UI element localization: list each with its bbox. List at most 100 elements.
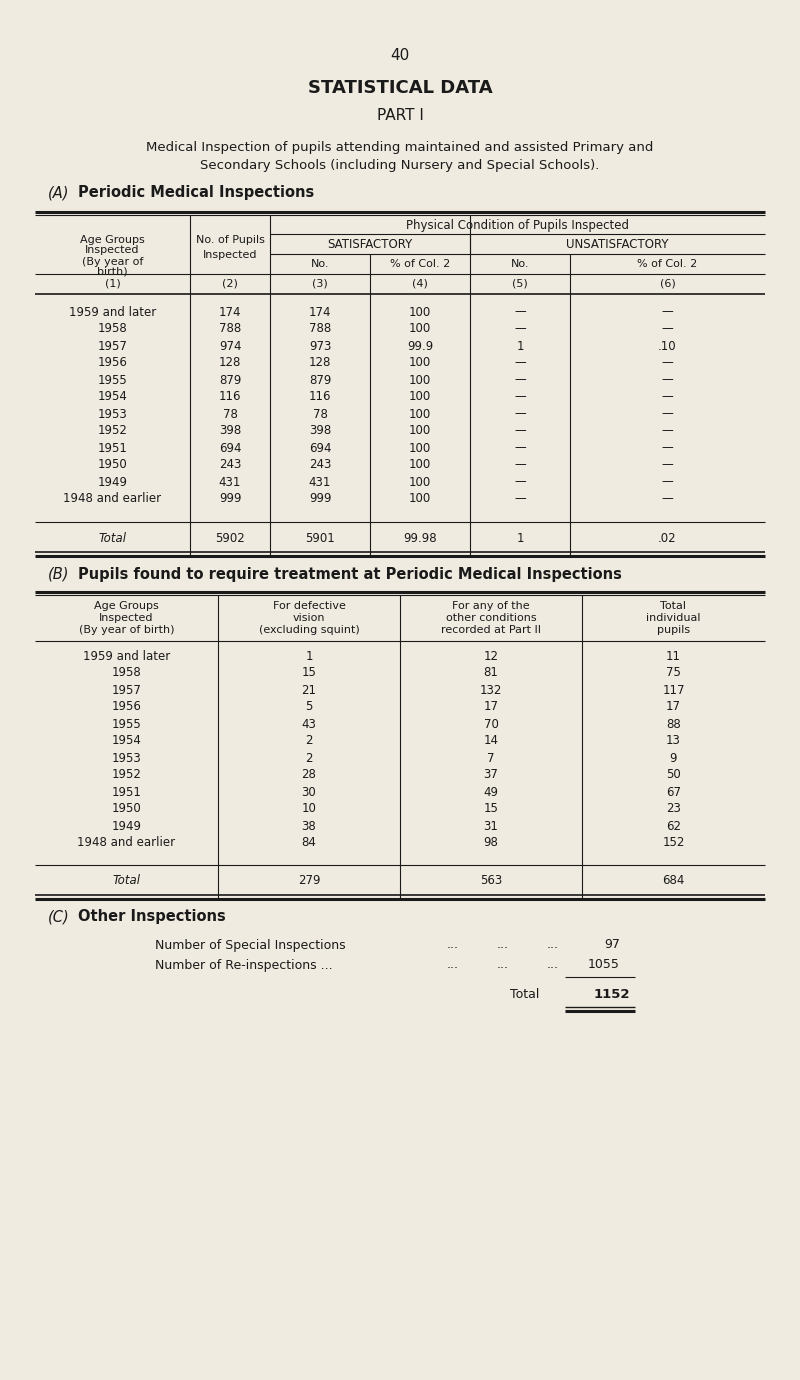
Text: 98: 98 bbox=[483, 836, 498, 850]
Text: 879: 879 bbox=[219, 374, 241, 386]
Text: 431: 431 bbox=[309, 476, 331, 489]
Text: —: — bbox=[662, 442, 674, 454]
Text: Age Groups
Inspected
(By year of birth): Age Groups Inspected (By year of birth) bbox=[78, 602, 174, 635]
Text: 1152: 1152 bbox=[594, 988, 630, 1002]
Text: —: — bbox=[514, 493, 526, 505]
Text: 1956: 1956 bbox=[98, 356, 127, 370]
Text: No. of Pupils: No. of Pupils bbox=[195, 235, 265, 246]
Text: 1949: 1949 bbox=[111, 820, 142, 832]
Text: 973: 973 bbox=[309, 339, 331, 352]
Text: Inspected: Inspected bbox=[202, 250, 258, 259]
Text: 2: 2 bbox=[306, 752, 313, 765]
Text: ...: ... bbox=[497, 938, 509, 951]
Text: Total: Total bbox=[510, 988, 539, 1002]
Text: Age Groups: Age Groups bbox=[80, 235, 145, 246]
Text: 398: 398 bbox=[219, 425, 241, 437]
Text: Periodic Medical Inspections: Periodic Medical Inspections bbox=[78, 185, 314, 200]
Text: birth): birth) bbox=[97, 266, 128, 277]
Text: Number of Special Inspections: Number of Special Inspections bbox=[155, 938, 346, 951]
Text: —: — bbox=[662, 374, 674, 386]
Text: 1954: 1954 bbox=[111, 734, 142, 748]
Text: (C): (C) bbox=[48, 909, 70, 925]
Text: 2: 2 bbox=[306, 734, 313, 748]
Text: 30: 30 bbox=[302, 785, 316, 799]
Text: 694: 694 bbox=[218, 442, 242, 454]
Text: 1959 and later: 1959 and later bbox=[69, 305, 156, 319]
Text: 100: 100 bbox=[409, 391, 431, 403]
Text: 21: 21 bbox=[302, 683, 317, 697]
Text: 17: 17 bbox=[666, 701, 681, 713]
Text: 43: 43 bbox=[302, 718, 317, 730]
Text: 5901: 5901 bbox=[305, 531, 335, 545]
Text: 152: 152 bbox=[662, 836, 685, 850]
Text: 38: 38 bbox=[302, 820, 316, 832]
Text: 1: 1 bbox=[516, 531, 524, 545]
Text: Physical Condition of Pupils Inspected: Physical Condition of Pupils Inspected bbox=[406, 219, 629, 232]
Text: No.: No. bbox=[310, 259, 330, 269]
Text: 100: 100 bbox=[409, 458, 431, 472]
Text: (6): (6) bbox=[660, 279, 675, 288]
Text: 174: 174 bbox=[218, 305, 242, 319]
Text: —: — bbox=[662, 458, 674, 472]
Text: 78: 78 bbox=[313, 407, 327, 421]
Text: Total
individual
pupils: Total individual pupils bbox=[646, 602, 701, 635]
Text: 1055: 1055 bbox=[588, 959, 620, 972]
Text: —: — bbox=[514, 425, 526, 437]
Text: For any of the
other conditions
recorded at Part II: For any of the other conditions recorded… bbox=[441, 602, 541, 635]
Text: —: — bbox=[662, 407, 674, 421]
Text: 75: 75 bbox=[666, 667, 681, 679]
Text: 100: 100 bbox=[409, 442, 431, 454]
Text: 100: 100 bbox=[409, 323, 431, 335]
Text: 50: 50 bbox=[666, 769, 681, 781]
Text: 100: 100 bbox=[409, 305, 431, 319]
Text: No.: No. bbox=[510, 259, 530, 269]
Text: 70: 70 bbox=[483, 718, 498, 730]
Text: UNSATISFACTORY: UNSATISFACTORY bbox=[566, 237, 669, 251]
Text: 279: 279 bbox=[298, 875, 320, 887]
Text: —: — bbox=[514, 458, 526, 472]
Text: (1): (1) bbox=[105, 279, 120, 288]
Text: 5902: 5902 bbox=[215, 531, 245, 545]
Text: 1951: 1951 bbox=[98, 442, 127, 454]
Text: (B): (B) bbox=[48, 567, 70, 581]
Text: 1955: 1955 bbox=[98, 374, 127, 386]
Text: 1957: 1957 bbox=[98, 339, 127, 352]
Text: 431: 431 bbox=[219, 476, 241, 489]
Text: 1950: 1950 bbox=[112, 803, 142, 816]
Text: 999: 999 bbox=[309, 493, 331, 505]
Text: 7: 7 bbox=[487, 752, 494, 765]
Text: 100: 100 bbox=[409, 407, 431, 421]
Text: —: — bbox=[662, 476, 674, 489]
Text: STATISTICAL DATA: STATISTICAL DATA bbox=[308, 79, 492, 97]
Text: .02: .02 bbox=[658, 531, 677, 545]
Text: 1957: 1957 bbox=[111, 683, 142, 697]
Text: Number of Re-inspections ...: Number of Re-inspections ... bbox=[155, 959, 333, 972]
Text: (2): (2) bbox=[222, 279, 238, 288]
Text: ...: ... bbox=[547, 959, 559, 972]
Text: 40: 40 bbox=[390, 47, 410, 62]
Text: 97: 97 bbox=[604, 938, 620, 951]
Text: PART I: PART I bbox=[377, 108, 423, 123]
Text: 1953: 1953 bbox=[112, 752, 142, 765]
Text: —: — bbox=[514, 391, 526, 403]
Text: % of Col. 2: % of Col. 2 bbox=[638, 259, 698, 269]
Text: (3): (3) bbox=[312, 279, 328, 288]
Text: 563: 563 bbox=[480, 875, 502, 887]
Text: —: — bbox=[514, 442, 526, 454]
Text: 15: 15 bbox=[302, 667, 317, 679]
Text: —: — bbox=[662, 305, 674, 319]
Text: 128: 128 bbox=[219, 356, 241, 370]
Text: —: — bbox=[514, 323, 526, 335]
Text: 100: 100 bbox=[409, 425, 431, 437]
Text: 81: 81 bbox=[483, 667, 498, 679]
Text: 99.98: 99.98 bbox=[403, 531, 437, 545]
Text: 67: 67 bbox=[666, 785, 681, 799]
Text: 62: 62 bbox=[666, 820, 681, 832]
Text: 116: 116 bbox=[218, 391, 242, 403]
Text: 1956: 1956 bbox=[111, 701, 142, 713]
Text: 49: 49 bbox=[483, 785, 498, 799]
Text: 174: 174 bbox=[309, 305, 331, 319]
Text: Other Inspections: Other Inspections bbox=[78, 909, 226, 925]
Text: 100: 100 bbox=[409, 356, 431, 370]
Text: 78: 78 bbox=[222, 407, 238, 421]
